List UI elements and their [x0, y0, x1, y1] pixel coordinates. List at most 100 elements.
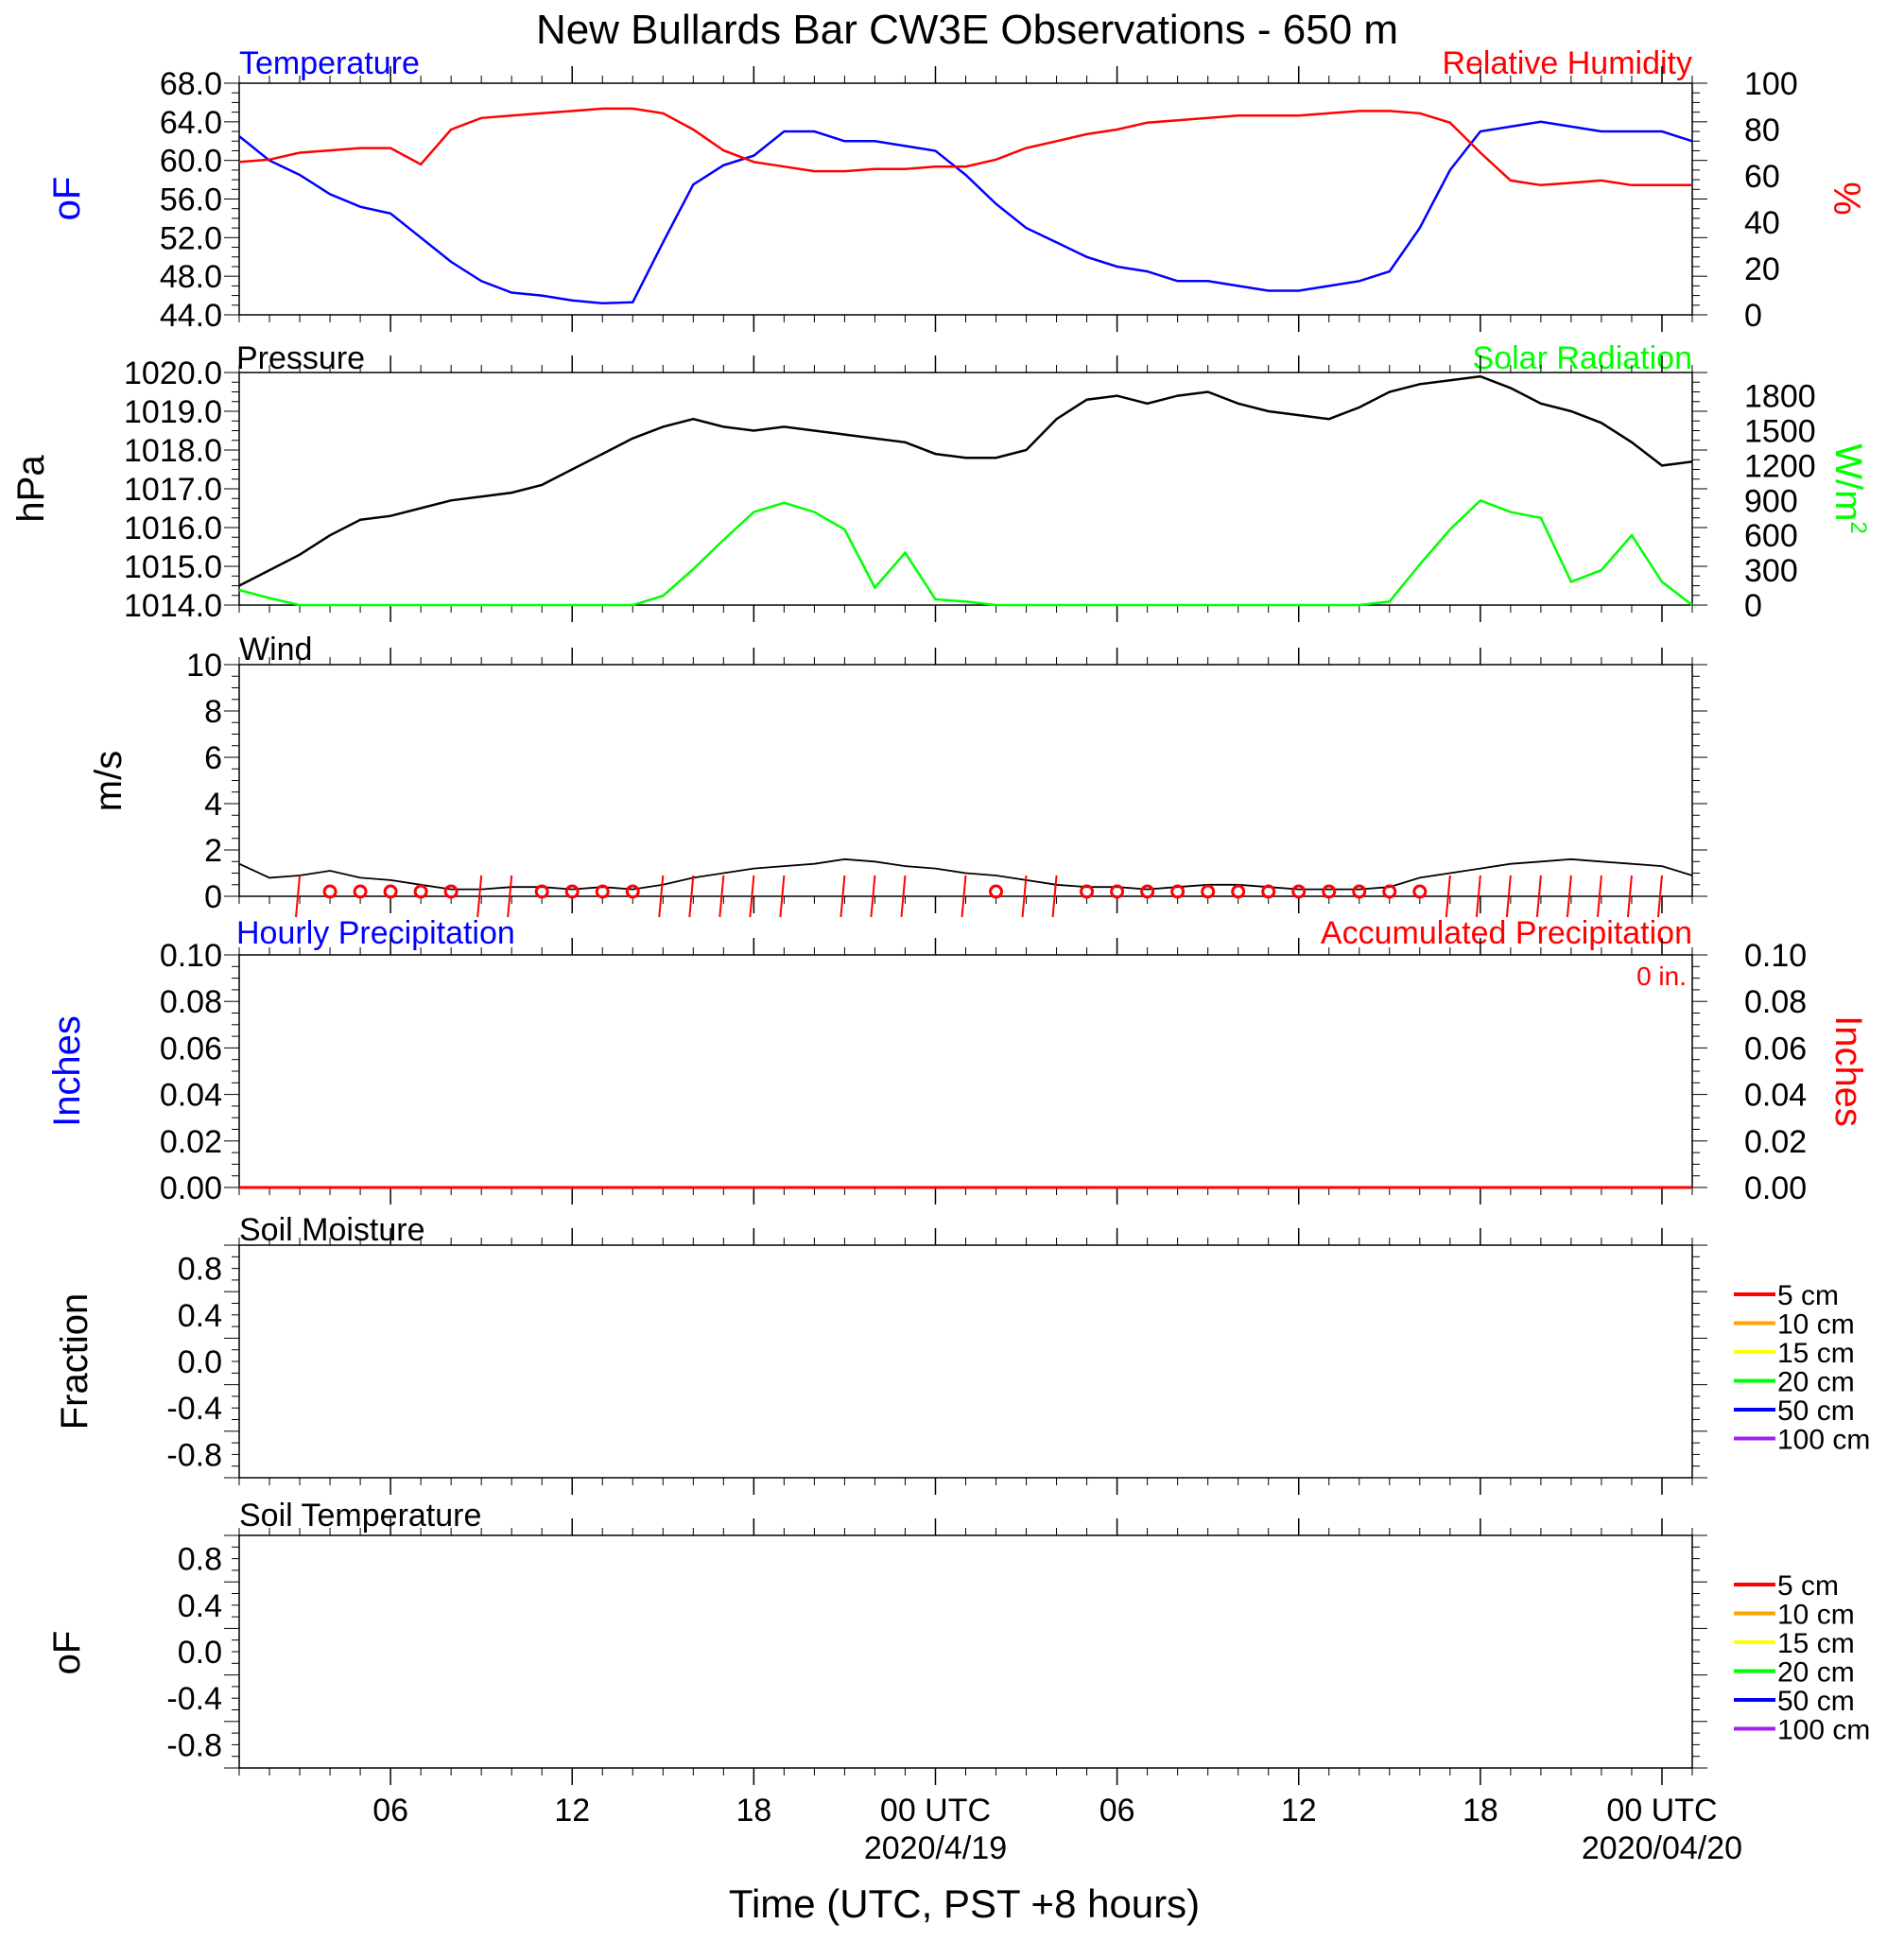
soil-moisture-title: Soil Moisture — [239, 1212, 425, 1248]
left-tick-label: 0 — [204, 879, 222, 915]
right-tick-label: 0 — [1744, 298, 1762, 334]
soil-temp-title: Soil Temperature — [239, 1498, 481, 1534]
wind-barb — [1475, 875, 1481, 918]
left-tick-label: 2 — [204, 833, 222, 869]
right-tick-label: 0.06 — [1744, 1031, 1807, 1066]
wind-barb — [1596, 875, 1602, 918]
left-tick-label: 60.0 — [160, 144, 222, 180]
calm-wind-circle — [595, 884, 610, 899]
right-tick-label: 60 — [1744, 159, 1780, 195]
panel-frame — [238, 1534, 1693, 1769]
left-tick-label: 0.0 — [178, 1344, 222, 1380]
left-tick-label: 8 — [204, 694, 222, 730]
x-tick-label: 12 — [554, 1793, 590, 1828]
soil-moisture-tick-labels: 0.8 0.4 0.0 -0.4 -0.8 — [166, 1252, 222, 1474]
calm-wind-circle — [413, 884, 428, 899]
wind-barb — [1535, 875, 1542, 918]
left-tick-label: 0.10 — [160, 938, 222, 974]
pressure-unit: hPa — [10, 455, 52, 523]
x-tick-label: 18 — [736, 1793, 771, 1828]
panel-ticks — [224, 1228, 1707, 1495]
hourly-precip-unit: Inches — [46, 1015, 88, 1127]
left-tick-label: 0.00 — [160, 1170, 222, 1206]
right-tick-label: 100 — [1744, 66, 1798, 102]
humidity-tick-labels: 100 80 60 40 20 0 — [1744, 66, 1798, 334]
wind-barb — [749, 875, 755, 918]
right-tick-label: 0.00 — [1744, 1170, 1807, 1206]
legend-label: 50 cm — [1777, 1395, 1855, 1427]
panel-frame — [238, 372, 1693, 606]
wind-barb — [658, 875, 665, 918]
wind-barb — [1626, 875, 1633, 918]
calm-wind-circle — [443, 884, 459, 899]
left-tick-label: 0.0 — [178, 1635, 222, 1671]
panel-soil-temperature: Soil Temperature oF 0.8 0.4 0.0 -0.4 -0.8 5 … — [46, 1498, 1870, 1785]
calm-wind-circle — [353, 884, 368, 899]
left-tick-label: 1019.0 — [124, 394, 222, 430]
wind-barb — [900, 875, 907, 918]
legend-label: 15 cm — [1777, 1338, 1855, 1369]
wind-tick-labels: 10 8 6 4 2 0 — [186, 648, 222, 915]
legend-label: 20 cm — [1777, 1367, 1855, 1398]
right-tick-label: 20 — [1744, 251, 1780, 287]
left-tick-label: 1016.0 — [124, 511, 222, 546]
x-tick-label: 00 UTC — [1606, 1793, 1717, 1828]
panel-pressure: Pressure Solar Radiation hPa W/m2 1020.0… — [10, 340, 1871, 624]
wind-barb — [295, 875, 302, 918]
accum-precip-title: Accumulated Precipitation — [1321, 915, 1692, 951]
wind-barb — [1051, 875, 1058, 918]
temperature-line — [238, 120, 1693, 305]
calm-wind-circle — [989, 884, 1004, 899]
left-tick-label: 0.06 — [160, 1031, 222, 1066]
right-tick-label: 0.02 — [1744, 1124, 1807, 1160]
x-tick-label: 00 UTC — [880, 1793, 991, 1828]
x-date-label: 2020/4/19 — [864, 1830, 1007, 1866]
wind-barb — [1445, 875, 1451, 918]
left-tick-label: -0.8 — [166, 1437, 222, 1473]
pressure-tick-labels: 1020.01019.01018.01017.01016.01015.01014… — [124, 355, 222, 624]
temperature-tick-labels: 68.064.060.056.052.048.044.0 — [160, 66, 222, 334]
calm-wind-circle — [322, 884, 338, 899]
solar-line — [238, 498, 1693, 607]
left-tick-label: 1020.0 — [124, 355, 222, 391]
legend-label: 10 cm — [1777, 1600, 1855, 1631]
calm-wind-circle — [1110, 884, 1125, 899]
wind-barb — [1505, 875, 1512, 918]
left-tick-label: 52.0 — [160, 220, 222, 256]
left-tick-label: 68.0 — [160, 66, 222, 102]
panel-temperature: Temperature Relative Humidity oF % 68.06… — [46, 45, 1867, 334]
left-tick-label: 1014.0 — [124, 588, 222, 624]
right-tick-label: 0.10 — [1744, 938, 1807, 974]
left-tick-label: 10 — [186, 648, 222, 684]
left-tick-label: 0.02 — [160, 1124, 222, 1160]
wind-barb — [870, 875, 876, 918]
wind-title: Wind — [239, 632, 312, 667]
legend-label: 5 cm — [1777, 1570, 1839, 1602]
legend-label: 50 cm — [1777, 1686, 1855, 1717]
wind-barb — [476, 875, 483, 918]
soil-moisture-unit: Fraction — [54, 1293, 95, 1430]
left-tick-label: 6 — [204, 740, 222, 776]
hourly-precip-title: Hourly Precipitation — [236, 915, 515, 951]
soil-temp-tick-labels: 0.8 0.4 0.0 -0.4 -0.8 — [166, 1542, 222, 1764]
panel-precipitation: Hourly Precipitation Accumulated Precipi… — [46, 915, 1869, 1206]
x-date-label: 2020/04/20 — [1582, 1830, 1742, 1866]
solar-title: Solar Radiation — [1473, 340, 1692, 376]
left-tick-label: 0.4 — [178, 1298, 222, 1334]
calm-wind-circle — [534, 884, 549, 899]
humidity-unit: % — [1826, 182, 1867, 216]
legend-label: 20 cm — [1777, 1657, 1855, 1689]
panel-ticks — [224, 66, 1707, 332]
solar-unit: W/m2 — [1827, 443, 1871, 534]
wind-unit: m/s — [88, 751, 130, 811]
panel-frame — [238, 954, 1693, 1188]
panel-ticks — [224, 1518, 1707, 1785]
soil-temp-unit: oF — [46, 1631, 88, 1675]
left-tick-label: 1017.0 — [124, 472, 222, 508]
pressure-line — [238, 374, 1693, 587]
x-tick-label: 06 — [1099, 1793, 1135, 1828]
left-tick-label: 1018.0 — [124, 433, 222, 469]
calm-wind-circle — [1170, 884, 1186, 899]
